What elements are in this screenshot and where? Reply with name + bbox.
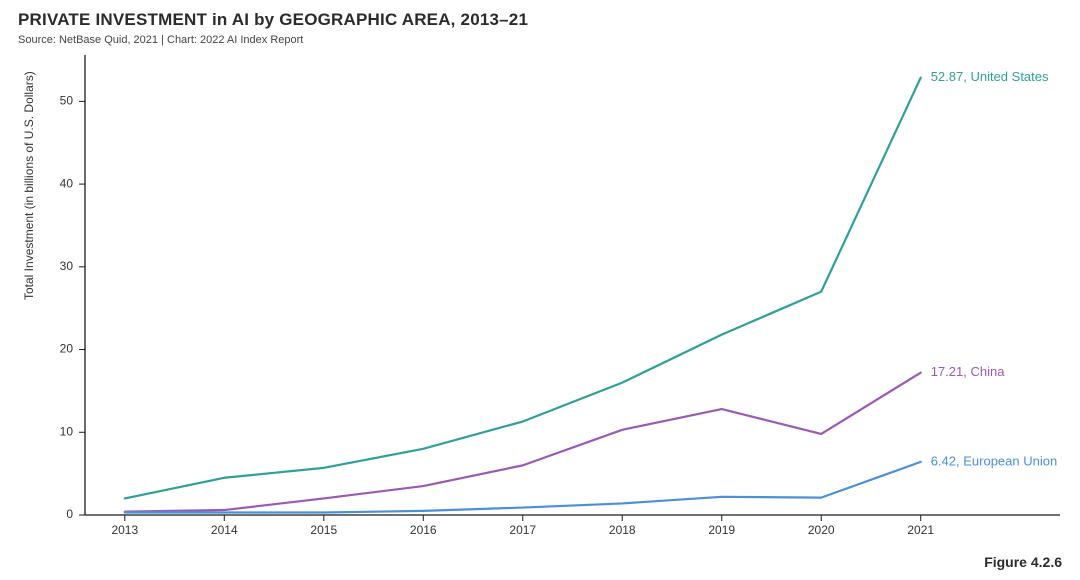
x-tick-label: 2018 [609,523,636,537]
y-tick-label: 30 [60,259,74,273]
series-end-label: 52.87, United States [931,69,1049,84]
x-tick-label: 2017 [509,523,536,537]
x-tick-label: 2021 [907,523,934,537]
series-line [125,78,921,499]
series-line [125,373,921,512]
x-tick-label: 2020 [808,523,835,537]
y-tick-label: 40 [60,176,74,190]
y-tick-label: 50 [60,94,74,108]
x-tick-label: 2014 [211,523,238,537]
y-tick-label: 20 [60,342,74,356]
x-tick-label: 2016 [410,523,437,537]
x-tick-label: 2019 [708,523,735,537]
y-tick-label: 0 [66,507,73,521]
y-tick-label: 10 [60,424,74,438]
x-tick-label: 2015 [310,523,337,537]
x-tick-label: 2013 [111,523,138,537]
series-end-label: 6.42, European Union [931,453,1057,468]
series-line [125,462,921,513]
series-end-label: 17.21, China [931,364,1005,379]
line-chart: 0 10 20 30 40 50 2013 2014 2015 2016 2017 2018 2019… [0,0,1080,580]
